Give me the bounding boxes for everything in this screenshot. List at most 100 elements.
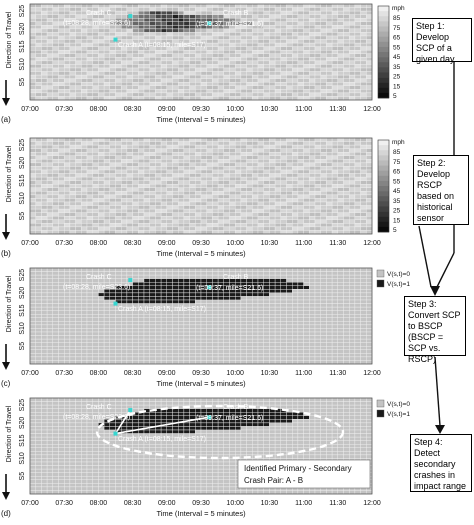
grid-cell <box>234 180 242 185</box>
grid-cell <box>212 356 219 361</box>
grid-cell <box>109 89 116 94</box>
grid-cell <box>297 162 304 167</box>
grid-cell <box>189 50 196 54</box>
grid-cell <box>206 342 213 347</box>
grid-cell <box>52 216 59 220</box>
grid-cell <box>280 321 287 326</box>
grid-cell <box>138 148 145 153</box>
grid-cell <box>58 176 65 181</box>
grid-cell <box>326 169 333 174</box>
grid-cell <box>229 342 236 347</box>
grid-cell <box>292 360 299 365</box>
grid-cell <box>109 180 116 185</box>
grid-cell <box>98 74 105 79</box>
grid-cell <box>252 42 259 47</box>
grid-cell <box>240 346 247 350</box>
grid-cell <box>160 331 168 336</box>
grid-cell <box>206 89 213 94</box>
grid-cell <box>354 169 361 174</box>
grid-cell <box>29 349 36 354</box>
grid-cell <box>269 184 276 188</box>
grid-cell <box>183 191 190 196</box>
grid-cell <box>63 292 71 297</box>
grid-cell <box>269 310 276 315</box>
grid-cell <box>246 53 253 58</box>
grid-cell <box>149 21 156 26</box>
grid-cell <box>274 85 282 90</box>
grid-cell <box>229 82 236 86</box>
grid-cell <box>120 67 128 72</box>
grid-cell <box>206 278 213 283</box>
grid-cell <box>269 67 276 72</box>
grid-cell <box>354 292 361 297</box>
grid-cell <box>35 328 42 333</box>
grid-cell <box>29 226 36 231</box>
grid-cell <box>177 208 185 213</box>
grid-cell <box>354 89 361 94</box>
grid-cell <box>155 176 162 181</box>
grid-cell <box>337 42 344 47</box>
grid-cell <box>46 198 53 203</box>
grid-cell <box>292 7 299 12</box>
grid-cell <box>86 331 93 336</box>
grid-cell <box>263 299 270 304</box>
grid-cell <box>160 176 168 181</box>
grid-cell <box>149 96 156 101</box>
grid-cell <box>223 180 230 185</box>
grid-cell <box>331 342 339 347</box>
grid-cell <box>349 166 356 171</box>
grid-cell <box>326 230 333 235</box>
grid-cell <box>41 216 48 220</box>
grid-cell <box>240 60 247 65</box>
grid-cell <box>286 85 293 90</box>
grid-cell <box>58 96 65 101</box>
grid-cell <box>183 74 190 79</box>
grid-cell <box>320 289 327 294</box>
grid-cell <box>252 85 259 90</box>
grid-cell <box>366 216 373 220</box>
grid-cell <box>337 356 344 361</box>
grid-cell <box>52 39 59 44</box>
grid-cell <box>115 137 122 142</box>
grid-cell <box>52 349 59 354</box>
grid-cell <box>252 314 259 318</box>
grid-cell <box>314 299 321 304</box>
grid-cell <box>41 155 48 160</box>
grid-cell <box>274 289 282 294</box>
grid-cell <box>183 67 190 72</box>
grid-cell <box>320 208 327 213</box>
grid-cell <box>223 324 230 329</box>
grid-cell <box>195 173 202 178</box>
grid-cell <box>160 194 168 199</box>
grid-cell <box>189 328 196 333</box>
grid-cell <box>263 169 270 174</box>
grid-cell <box>155 71 162 76</box>
grid-cell <box>337 180 344 185</box>
grid-cell <box>41 46 48 51</box>
grid-cell <box>98 230 105 235</box>
grid-cell <box>189 25 196 30</box>
grid-cell <box>240 226 247 231</box>
grid-cell <box>263 187 270 192</box>
grid-cell <box>366 82 373 86</box>
grid-cell <box>263 82 270 86</box>
grid-cell <box>229 230 236 235</box>
grid-cell <box>257 346 264 350</box>
grid-cell <box>303 148 310 153</box>
grid-cell <box>41 78 48 83</box>
grid-cell <box>303 78 310 83</box>
grid-cell <box>314 159 321 164</box>
grid-cell <box>263 331 270 336</box>
grid-cell <box>81 216 88 220</box>
grid-cell <box>343 205 350 210</box>
grid-cell <box>160 360 168 365</box>
grid-cell <box>263 144 270 149</box>
grid-cell <box>126 212 133 217</box>
grid-cell <box>29 71 36 76</box>
colorbar-frame <box>377 5 390 99</box>
grid-cell <box>195 219 202 224</box>
grid-cell <box>58 85 65 90</box>
grid-cell <box>75 39 82 44</box>
grid-cell <box>366 18 373 22</box>
grid-cell <box>115 96 122 101</box>
